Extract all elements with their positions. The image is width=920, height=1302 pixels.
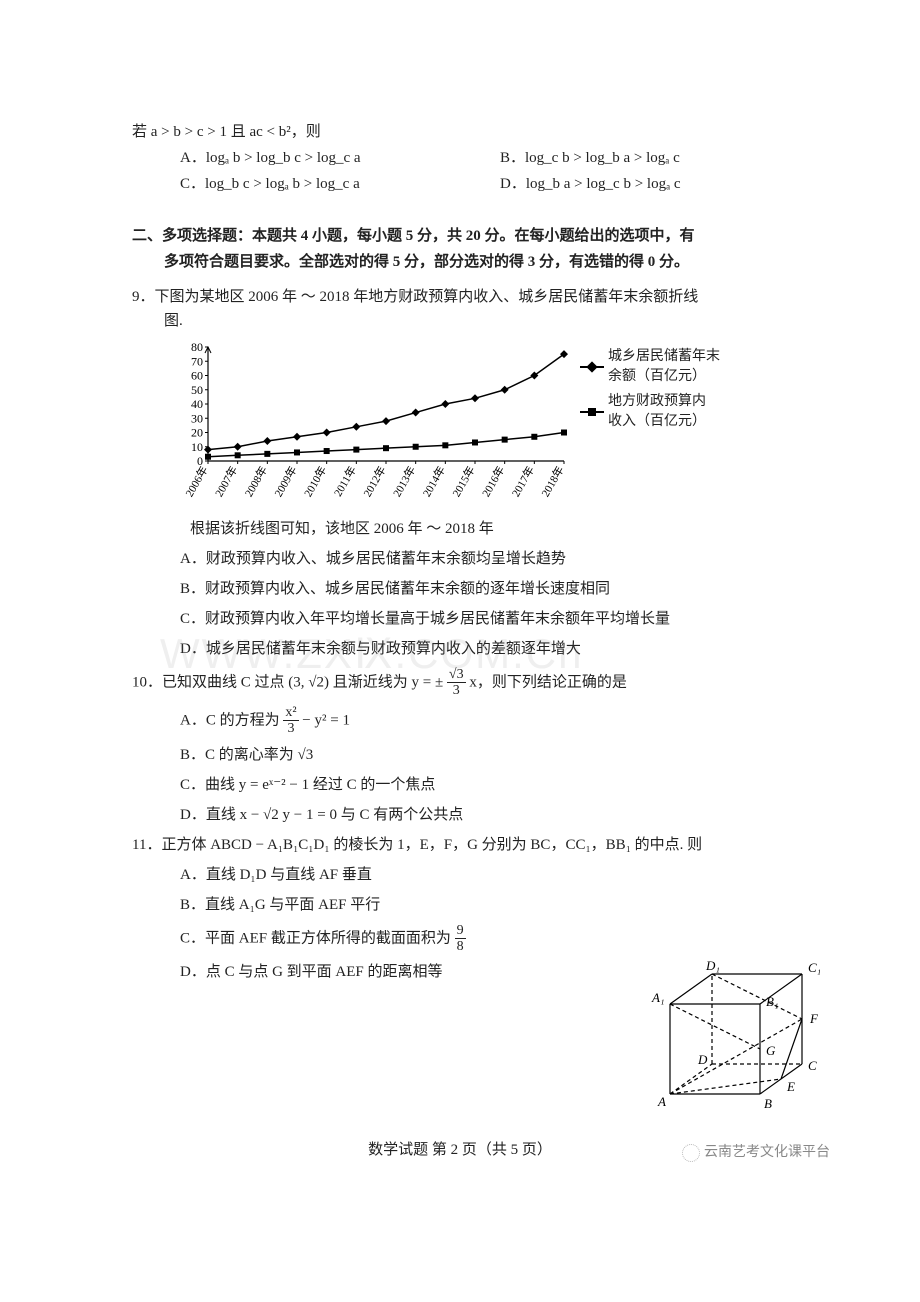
section-2-title-line2: 多项符合题目要求。全部选对的得 5 分，部分选对的得 3 分，有选错的得 0 分…	[132, 250, 820, 276]
q10-opt-d: D．直线 x − √2 y − 1 = 0 与 C 有两个公共点	[180, 803, 820, 827]
svg-text:2007年: 2007年	[212, 464, 241, 500]
svg-text:10: 10	[191, 440, 203, 454]
svg-text:2017年: 2017年	[508, 464, 537, 500]
svg-text:B₁: B₁	[766, 994, 778, 1009]
svg-text:D: D	[697, 1052, 708, 1067]
brand-text: 云南艺考文化课平台	[704, 1142, 830, 1164]
svg-text:C: C	[808, 1058, 817, 1073]
svg-text:F: F	[809, 1011, 819, 1026]
q11-opt-a: A．直线 D₁D 与直线 AF 垂直	[180, 863, 820, 887]
q10-opt-c: C．曲线 y = eˣ⁻² − 1 经过 C 的一个焦点	[180, 773, 820, 797]
svg-text:G: G	[766, 1043, 776, 1058]
brand-badge: 云南艺考文化课平台	[682, 1142, 830, 1164]
svg-text:2013年: 2013年	[390, 464, 419, 500]
q9-line-chart: 010203040506070802006年2007年2008年2009年201…	[170, 341, 570, 511]
svg-text:60: 60	[191, 369, 203, 383]
q10-opt-b: B．C 的离心率为 √3	[180, 743, 820, 767]
q8-opt-d: D．log_b a > log_c b > logₐ c	[500, 172, 820, 196]
exam-page: 若 a > b > c > 1 且 ac < b²，则 A．logₐ b > l…	[0, 0, 920, 1302]
svg-text:70: 70	[191, 354, 203, 368]
legend-savings: 城乡居民储蓄年末 余额（百亿元）	[580, 347, 720, 386]
q9-opt-d: D．城乡居民储蓄年末余额与财政预算内收入的差额逐年增大	[180, 637, 820, 661]
q10-opt-a: A．C 的方程为 x²3 − y² = 1	[180, 705, 820, 737]
question-8: 若 a > b > c > 1 且 ac < b²，则 A．logₐ b > l…	[150, 120, 820, 196]
svg-text:2009年: 2009年	[271, 464, 300, 500]
q8-opt-c: C．log_b c > logₐ b > log_c a	[180, 172, 500, 196]
q9-opt-c: C．财政预算内收入年平均增长量高于城乡居民储蓄年末余额年平均增长量	[180, 607, 820, 631]
svg-text:A: A	[657, 1094, 666, 1109]
svg-text:20: 20	[191, 426, 203, 440]
q8-opt-a: A．logₐ b > log_b c > log_c a	[180, 146, 500, 170]
q9-chart-wrap: 010203040506070802006年2007年2008年2009年201…	[170, 341, 820, 511]
q11-stem: 11．正方体 ABCD − A₁B₁C₁D₁ 的棱长为 1，E，F，G 分别为 …	[132, 833, 820, 857]
svg-text:2008年: 2008年	[241, 464, 270, 500]
q11-opt-b: B．直线 A₁G 与平面 AEF 平行	[180, 893, 820, 917]
legend-savings-label: 城乡居民储蓄年末 余额（百亿元）	[608, 347, 720, 386]
q9-after: 根据该折线图可知，该地区 2006 年 ～ 2018 年	[150, 517, 820, 541]
chart-legend: 城乡居民储蓄年末 余额（百亿元） 地方财政预算内 收入（百亿元）	[580, 341, 720, 437]
legend-revenue-label: 地方财政预算内 收入（百亿元）	[608, 392, 706, 431]
section-2-title: 二、多项选择题：本题共 4 小题，每小题 5 分，共 20 分。在每小题给出的选…	[132, 224, 820, 275]
svg-text:E: E	[786, 1079, 795, 1094]
q8-stem: 若 a > b > c > 1 且 ac < b²，则	[132, 124, 321, 140]
q9-stem2: 图.	[150, 309, 820, 333]
svg-text:40: 40	[191, 397, 203, 411]
question-10: 10．已知双曲线 C 过点 (3, √2) 且渐近线为 y = ± √33 x，…	[150, 667, 820, 827]
question-9: 9．下图为某地区 2006 年 ～ 2018 年地方财政预算内收入、城乡居民储蓄…	[150, 285, 820, 661]
svg-text:80: 80	[191, 341, 203, 354]
svg-text:C₁: C₁	[808, 960, 820, 975]
svg-text:2012年: 2012年	[360, 464, 389, 500]
svg-text:2006年: 2006年	[182, 464, 211, 500]
q9-opt-a: A．财政预算内收入、城乡居民储蓄年末余额均呈增长趋势	[180, 547, 820, 571]
svg-text:2011年: 2011年	[331, 464, 359, 499]
diamond-marker-icon	[586, 361, 597, 372]
square-marker-icon	[588, 408, 596, 416]
svg-text:B: B	[764, 1096, 772, 1111]
q9-opt-b: B．财政预算内收入、城乡居民储蓄年末余额的逐年增长速度相同	[180, 577, 820, 601]
svg-text:D₁: D₁	[705, 958, 720, 973]
section-2-title-line1: 二、多项选择题：本题共 4 小题，每小题 5 分，共 20 分。在每小题给出的选…	[132, 224, 820, 250]
q11-cube-figure: A B C D A₁ B₁ C₁ D₁ E F G	[640, 934, 820, 1122]
svg-text:2010年: 2010年	[301, 464, 330, 500]
svg-text:2014年: 2014年	[419, 464, 448, 500]
svg-text:30: 30	[191, 411, 203, 425]
svg-text:2018年: 2018年	[538, 464, 567, 500]
brand-icon	[682, 1144, 700, 1162]
q8-opt-b: B．log_c b > log_b a > logₐ c	[500, 146, 820, 170]
q9-stem1: 9．下图为某地区 2006 年 ～ 2018 年地方财政预算内收入、城乡居民储蓄…	[132, 285, 820, 309]
svg-text:50: 50	[191, 383, 203, 397]
svg-text:2015年: 2015年	[449, 464, 478, 500]
q10-stem: 10．已知双曲线 C 过点 (3, √2) 且渐近线为 y = ± √33 x，…	[132, 667, 820, 699]
svg-text:A₁: A₁	[651, 990, 664, 1005]
svg-text:2016年: 2016年	[479, 464, 508, 500]
legend-revenue: 地方财政预算内 收入（百亿元）	[580, 392, 720, 431]
